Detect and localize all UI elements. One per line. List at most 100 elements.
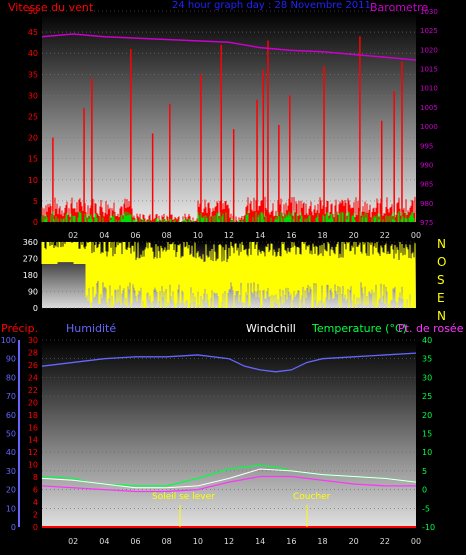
temp-tick-label: 40 [422,336,432,345]
axis-labels: 0510152025303540455097598098599099510001… [1,7,438,546]
temp-panel-background [42,340,416,527]
x-tick-label: 12 [224,231,234,240]
precip-tick-label: 30 [28,336,38,345]
wind-title: Vitesse du vent [8,1,94,14]
dir-tick-label: 180 [23,271,38,280]
x-tick-label: 04 [99,231,109,240]
x-tick-label: 02 [68,231,78,240]
baro-tick-label: 1000 [420,123,438,131]
x-tick-label: 08 [162,537,172,546]
x-tick-label: 10 [193,231,203,240]
humidity-tick-label: 90 [6,355,16,364]
dir-tick-label: 90 [28,288,38,297]
humidity-tick-label: 20 [6,486,16,495]
x-tick-label: 06 [130,231,140,240]
compass-o: O [437,255,446,269]
dir-tick-label: 360 [23,238,38,247]
wind-tick-label: 15 [28,155,38,164]
x-tick-label: 16 [286,537,296,546]
dewpoint-line [41,475,416,493]
wind-tick-label: 5 [33,197,38,206]
x-tick-label: 14 [255,231,265,240]
precip-tick-label: 12 [28,448,38,457]
temp-tick-label: 10 [422,448,432,457]
temp-tick-label: 30 [422,373,432,382]
temp-tick-label: 25 [422,392,432,401]
wind-tick-label: 40 [28,49,38,58]
precip-tick-label: 26 [28,361,38,370]
compass-s: S [437,273,445,287]
precip-tick-label: 20 [28,398,38,407]
compass-n-bottom: N [437,309,446,323]
humidity-tick-label: 80 [6,373,16,382]
x-tick-label: 14 [255,537,265,546]
barometer-title: Barometre [370,1,428,14]
dewpoint-label: Pt. de rosée [398,322,464,335]
precip-tick-label: 4 [33,498,38,507]
precip-tick-label: 18 [28,411,38,420]
x-tick-label: 22 [380,537,390,546]
baro-tick-label: 1005 [420,104,438,112]
baro-tick-label: 1020 [420,46,438,54]
wind-tick-label: 30 [28,91,38,100]
temp-tick-label: -5 [422,504,430,513]
wind-tick-label: 25 [28,113,38,122]
humidity-tick-label: 10 [6,504,16,513]
x-tick-label: 20 [349,231,359,240]
wind-tick-label: 35 [28,70,38,79]
precip-tick-label: 8 [33,473,38,482]
temp-tick-label: 20 [422,411,432,420]
sunrise-label: Soleil se lever [152,492,215,502]
wind-tick-label: 0 [33,218,38,227]
baro-tick-label: 1010 [420,85,438,93]
chart-title: 24 hour graph day : 28 Novembre 2011 [172,0,371,11]
humidity-label: Humidité [66,322,116,335]
precip-tick-label: 2 [33,511,38,520]
precip-tick-label: 22 [28,386,38,395]
baro-tick-label: 1025 [420,27,438,35]
humidity-tick-label: 100 [1,336,16,345]
wind-direction-series [41,242,416,308]
humidity-tick-label: 0 [11,523,16,532]
compass-n-top: N [437,237,446,251]
humidity-tick-label: 40 [6,448,16,457]
baro-tick-label: 1015 [420,66,438,74]
x-tick-label: 00 [411,231,421,240]
precip-tick-label: 16 [28,423,38,432]
x-tick-label: 06 [130,537,140,546]
baro-tick-label: 995 [420,142,433,150]
windchill-label: Windchill [246,322,296,335]
x-tick-label: 22 [380,231,390,240]
humidity-tick-label: 70 [6,392,16,401]
temp-tick-label: 0 [422,486,427,495]
precip-tick-label: 6 [33,486,38,495]
sunset-label: Coucher [293,492,331,502]
baro-tick-label: 985 [420,181,433,189]
dir-tick-label: 270 [23,255,38,264]
temp-tick-label: 15 [422,430,432,439]
humidity-tick-label: 30 [6,467,16,476]
precip-label: Précip. [1,322,38,335]
x-tick-label: 00 [411,537,421,546]
x-tick-label: 08 [162,231,172,240]
x-tick-label: 20 [349,537,359,546]
baro-tick-label: 1030 [420,8,438,16]
wind-gust-series [41,210,415,222]
windchill-line [41,468,417,489]
precip-tick-label: 14 [28,436,38,445]
barometer-line [41,33,417,61]
temp-tick-label: 35 [422,355,432,364]
temperature-label: Temperature (°C) [311,322,407,335]
dir-tick-label: 0 [33,304,38,313]
baro-tick-label: 980 [420,200,433,208]
wind-tick-label: 50 [28,7,38,16]
temp-tick-label: 5 [422,467,427,476]
precip-tick-label: 10 [28,461,38,470]
x-tick-label: 10 [193,537,203,546]
baro-tick-label: 990 [420,161,433,169]
x-tick-label: 04 [99,537,109,546]
x-tick-label: 18 [317,231,327,240]
precip-tick-label: 24 [28,373,38,382]
